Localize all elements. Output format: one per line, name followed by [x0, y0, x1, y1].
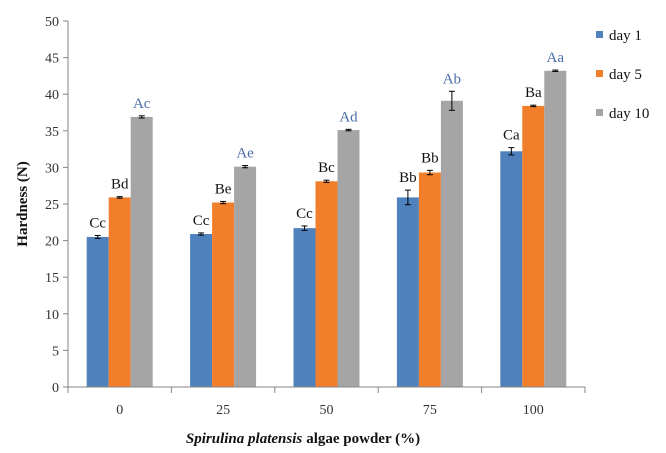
y-tick-label: 30: [45, 161, 59, 176]
y-tick-label: 20: [45, 235, 59, 250]
bar-significance-label: Cc: [296, 206, 313, 222]
y-tick-label: 35: [45, 125, 59, 140]
y-axis-title: Hardness (N): [15, 161, 31, 246]
bar-significance-label: Bb: [399, 170, 417, 186]
x-tick-label: 0: [116, 403, 123, 418]
y-tick-label: 0: [52, 381, 59, 396]
bar: [108, 197, 131, 387]
bar: [440, 100, 463, 388]
y-tick-label: 45: [45, 52, 59, 67]
bar-significance-label: Bb: [421, 150, 439, 166]
legend: day 1 day 5 day 10: [596, 28, 649, 122]
bar-significance-label: Bc: [318, 160, 335, 176]
y-tick-label: 40: [45, 88, 59, 103]
y-tick-label: 25: [45, 198, 59, 213]
bar: [293, 228, 316, 387]
bar: [396, 197, 419, 387]
y-axis-ticks: 0 5 10 15 20 25 30 35 40 45 50: [45, 15, 68, 396]
bar-significance-label: Ab: [443, 71, 461, 87]
bar: [234, 166, 257, 387]
bar-significance-label: Ad: [339, 109, 358, 125]
bar: [190, 234, 213, 387]
x-axis-title-italic: Spirulina platensis: [186, 431, 302, 447]
y-tick-label: 10: [45, 308, 59, 323]
bar-significance-label: Bd: [111, 177, 129, 193]
y-tick-label: 15: [45, 271, 59, 286]
bar-significance-label: Be: [215, 181, 232, 197]
bar: [544, 70, 567, 387]
bar-significance-label: Ac: [133, 96, 151, 112]
x-tick-label: 75: [423, 403, 437, 418]
x-axis-ticks: 0 25 50 75 100: [67, 387, 586, 418]
legend-swatch: [596, 109, 603, 116]
bar: [86, 236, 109, 387]
x-tick-label: 25: [216, 403, 230, 418]
x-tick-label: 100: [523, 403, 544, 418]
bar: [522, 105, 545, 388]
bar: [337, 130, 360, 387]
x-axis-title-rest: algae powder (%): [306, 431, 420, 447]
legend-label: day 10: [609, 106, 649, 122]
bar: [212, 202, 235, 387]
y-tick-label: 50: [45, 15, 59, 30]
bar-significance-label: Ca: [503, 128, 520, 144]
bar: [418, 172, 441, 387]
legend-label: day 1: [609, 28, 642, 44]
bar-significance-label: Aa: [547, 50, 565, 66]
bar-significance-label: Ba: [525, 85, 542, 101]
legend-label: day 5: [609, 67, 642, 83]
bar: [315, 181, 338, 387]
bar-significance-label: Ae: [236, 146, 254, 162]
bar-significance-label: Cc: [89, 215, 106, 231]
x-tick-label: 50: [320, 403, 334, 418]
x-axis-title: Spirulina platensis algae powder (%): [186, 431, 420, 447]
bar: [500, 151, 523, 387]
bar: [130, 116, 153, 387]
legend-swatch: [596, 70, 603, 77]
y-tick-label: 5: [52, 344, 59, 359]
bar-significance-label: Cc: [193, 213, 210, 229]
legend-swatch: [596, 31, 603, 38]
